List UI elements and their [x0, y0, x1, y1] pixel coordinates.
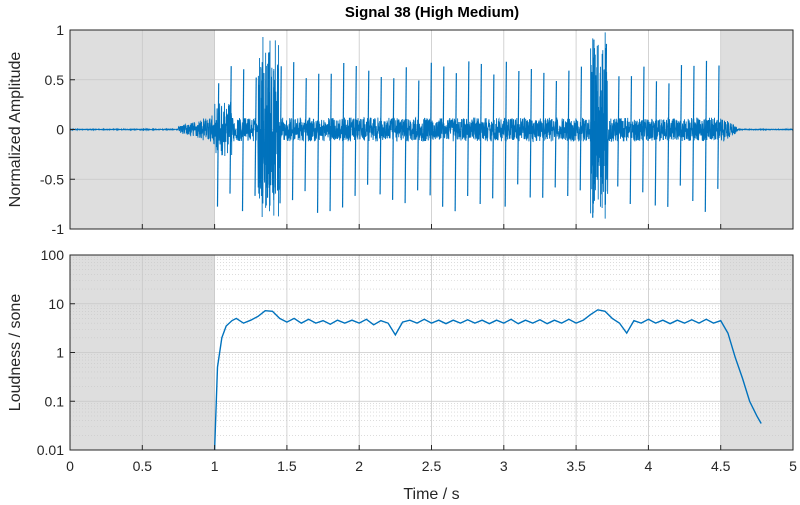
loudness-y-tick-label: 1	[56, 345, 64, 361]
waveform-transient	[517, 70, 520, 185]
waveform-y-tick-label: 0	[56, 122, 64, 138]
waveform-transient	[229, 66, 232, 194]
waveform-y-axis-label: Normalized Amplitude	[7, 52, 24, 208]
loudness-x-tick-label: 2.5	[422, 458, 442, 474]
waveform-transient	[241, 69, 245, 212]
waveform-transient	[254, 77, 257, 196]
loudness-x-tick-label: 1.5	[277, 458, 297, 474]
loudness-x-tick-label: 5	[789, 458, 797, 474]
waveform-line	[69, 32, 794, 219]
waveform-transient	[216, 83, 220, 207]
waveform-transient	[316, 73, 320, 213]
waveform-transient	[291, 62, 295, 201]
waveform-transient	[654, 81, 658, 206]
waveform-transient	[279, 66, 282, 204]
waveform-transient	[529, 69, 532, 198]
loudness-minor-grid	[70, 256, 793, 436]
loudness-y-tick-label: 100	[41, 247, 65, 263]
waveform-transient	[392, 78, 395, 200]
waveform-transient	[417, 80, 420, 191]
loudness-y-tick-label: 0.1	[45, 393, 65, 409]
waveform-transient	[404, 67, 407, 204]
waveform-y-tick-label: 1	[56, 22, 64, 38]
waveform-transient	[554, 81, 558, 188]
waveform-transient	[629, 76, 633, 204]
waveform-transient	[379, 76, 382, 195]
waveform-y-tick-labels: -1 -0.5 0 0.5 1	[40, 22, 75, 237]
waveform-transient	[579, 66, 583, 191]
waveform-transient	[366, 70, 370, 185]
waveform-transient	[542, 72, 545, 198]
waveform-transient	[341, 62, 345, 208]
loudness-y-tick-label: 10	[48, 296, 64, 312]
waveform-transient	[442, 66, 445, 207]
loudness-x-tick-label: 1	[211, 458, 219, 474]
loudness-y-tick-label: 0.01	[37, 442, 64, 458]
waveform-panel: -1 -0.5 0 0.5 1 Normalized Amplitude	[7, 22, 794, 237]
waveform-y-tick-label: -0.5	[40, 171, 64, 187]
loudness-y-tick-labels: 0.01 0.1 1 10 100	[37, 247, 75, 458]
waveform-transient	[479, 63, 482, 205]
waveform-transient	[429, 62, 432, 196]
loudness-x-axis-label: Time / s	[403, 486, 459, 503]
waveform-transient	[454, 73, 457, 212]
waveform-transient	[492, 74, 495, 199]
waveform-transient	[704, 60, 708, 212]
loudness-x-tick-labels: 0 0.5 1 1.5 2 2.5 3 3.5 4 4.5 5	[66, 445, 797, 474]
waveform-transient	[504, 61, 507, 207]
waveform-transient	[304, 78, 307, 192]
loudness-line	[213, 309, 762, 451]
loudness-x-tick-label: 3.5	[566, 458, 586, 474]
waveform-transient	[329, 73, 332, 212]
waveform-transient	[467, 61, 470, 197]
waveform-transient	[354, 65, 357, 196]
waveform-transient	[567, 70, 570, 196]
loudness-x-tick-label: 3	[500, 458, 508, 474]
waveform-transient	[667, 83, 670, 207]
loudness-x-tick-label: 0.5	[133, 458, 153, 474]
waveform-noise-trace	[69, 64, 794, 196]
waveform-y-tick-label: -1	[52, 221, 65, 237]
waveform-x-ticks	[69, 224, 794, 229]
waveform-transient	[617, 76, 620, 187]
waveform-transient	[692, 65, 695, 201]
waveform-transient	[717, 65, 720, 189]
loudness-x-tick-label: 4	[645, 458, 653, 474]
waveform-transient	[642, 66, 645, 193]
waveform-transient	[679, 65, 683, 186]
waveform-y-tick-label: 0.5	[45, 72, 65, 88]
loudness-x-tick-label: 0	[66, 458, 74, 474]
figure-title: Signal 38 (High Medium)	[345, 4, 519, 21]
loudness-y-axis-label: Loudness / sone	[7, 294, 24, 412]
loudness-x-tick-label: 2	[355, 458, 363, 474]
loudness-x-tick-label: 4.5	[711, 458, 731, 474]
loudness-panel: 0.01 0.1 1 10 100 0 0.5 1 1.5 2 2.5 3 3.5 4 4.5 5 Loud…	[7, 247, 797, 503]
